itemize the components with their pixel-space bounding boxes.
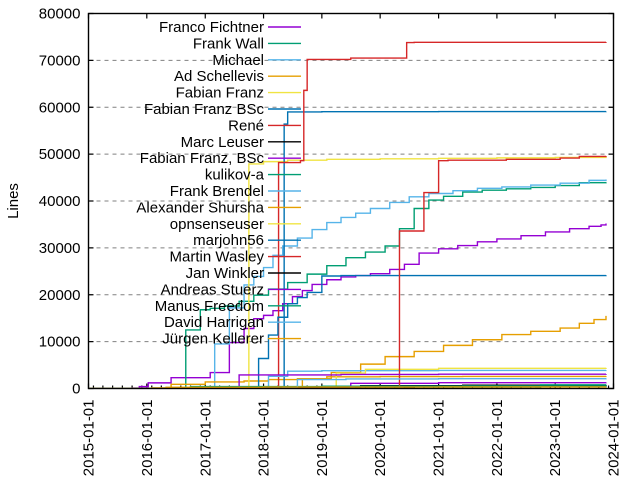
legend-label-19: Jürgen Kellerer [162, 331, 264, 348]
y-tick-label: 80000 [39, 6, 81, 23]
legend-label-5: Fabian Franz BSc [144, 101, 265, 118]
y-tick-label: 60000 [39, 99, 81, 116]
y-axis-tick-labels: 0 10000 20000 30000 40000 50000 60000 70000 8000… [39, 6, 81, 398]
legend-label-8: Fabian Franz, BSc [140, 150, 265, 167]
x-tick-label: 2020-01-01 [372, 400, 389, 477]
legend-label-0: Franco Fichtner [159, 19, 264, 36]
series-line-0 [88, 223, 607, 389]
x-tick-label: 2023-01-01 [547, 400, 564, 477]
y-axis-title: Lines [5, 183, 22, 219]
series-line-3 [88, 315, 607, 389]
x-tick-label: 2015-01-01 [81, 400, 98, 477]
x-tick-label: 2017-01-01 [197, 400, 214, 477]
y-tick-label: 70000 [39, 52, 81, 69]
y-tick-label: 20000 [39, 287, 81, 304]
series-line-4 [88, 156, 607, 389]
series-line-2 [88, 179, 607, 389]
series-line-1 [88, 182, 607, 389]
y-tick-label: 0 [72, 381, 80, 398]
x-tick-label: 2018-01-01 [256, 400, 273, 477]
legend-label-9: kulikov-a [205, 167, 265, 184]
plot-frame [87, 12, 615, 390]
x-tick-label: 2019-01-01 [314, 400, 331, 477]
legend-label-14: Martin Wasley [170, 249, 265, 266]
legend-label-17: Manus Freedom [155, 298, 264, 315]
series-line-13 [88, 274, 607, 389]
legend-label-10: Frank Brendel [170, 183, 264, 200]
legend-label-12: opnsenseuser [170, 216, 264, 233]
legend-label-2: Michael [212, 52, 264, 69]
legend-label-16: Andreas Stuerz [161, 281, 264, 298]
y-tick-label: 50000 [39, 146, 81, 163]
legend-label-6: René [228, 117, 264, 134]
legend-label-15: Jan Winkler [186, 265, 264, 282]
x-tick-label: 2022-01-01 [489, 400, 506, 477]
series-line-14 [88, 155, 607, 389]
legend-label-11: Alexander Shursha [136, 199, 264, 216]
legend-label-1: Frank Wall [193, 35, 264, 52]
legend-label-7: Marc Leuser [181, 134, 264, 151]
x-axis-tick-labels: 2015-01-01 2016-01-01 2017-01-01 2018-01-01… [81, 400, 623, 477]
y-tick-label: 30000 [39, 240, 81, 257]
y-tick-label: 10000 [39, 334, 81, 351]
y-axis-title-label: Lines [5, 183, 22, 219]
y-tick-label: 40000 [39, 193, 81, 210]
legend-label-13: marjohn56 [193, 232, 264, 249]
legend-label-3: Ad Schellevis [174, 68, 264, 85]
legend-label-4: Fabian Franz [176, 85, 264, 102]
x-tick-label: 2021-01-01 [431, 400, 448, 477]
legend-label-18: David Harrigan [164, 314, 264, 331]
x-tick-label: 2016-01-01 [139, 400, 156, 477]
x-tick-label: 2024-01-01 [606, 400, 623, 477]
